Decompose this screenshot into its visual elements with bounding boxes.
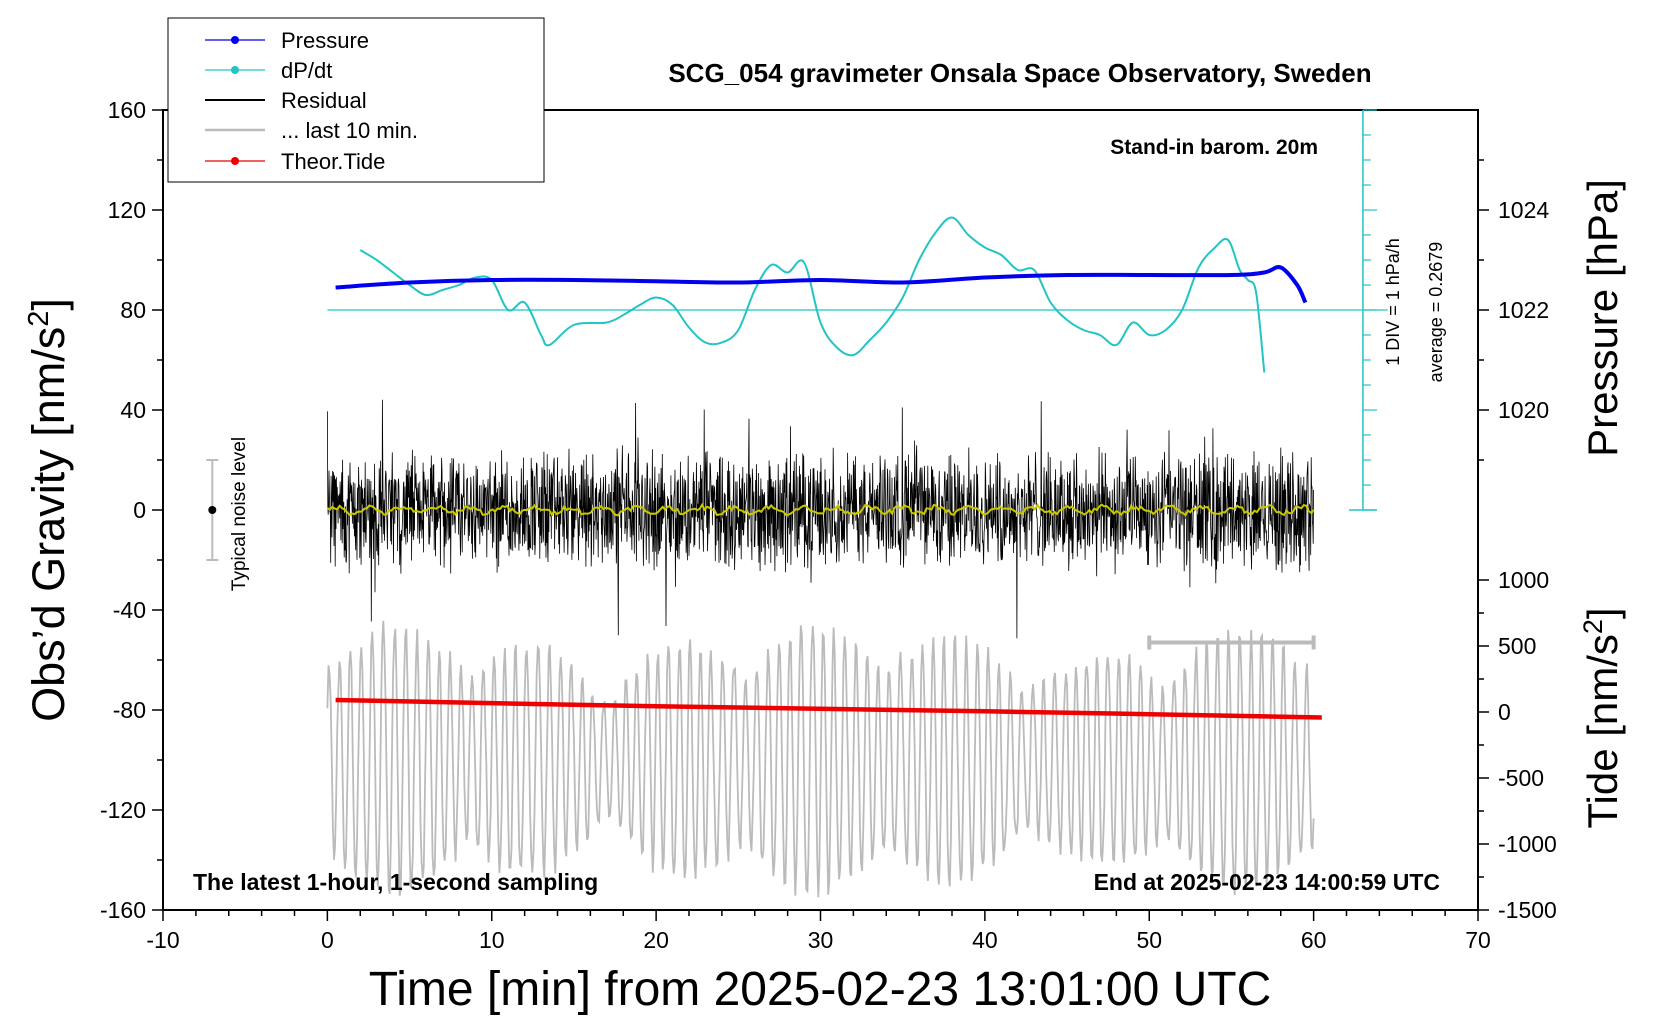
pressure-axis-label: Pressure [hPa] bbox=[1579, 179, 1626, 457]
residual-smoothed-line bbox=[326, 502, 1315, 517]
noise-level-indicator bbox=[206, 459, 219, 561]
dpdt-division-label: 1 DIV = 1 hPa/h bbox=[1383, 238, 1403, 366]
legend-tide-dot bbox=[231, 157, 239, 165]
pressure-axis-ticks: 1020 1022 1024 bbox=[1478, 159, 1549, 461]
x-tick-label: 40 bbox=[972, 927, 998, 953]
x-tick-label: 30 bbox=[808, 927, 834, 953]
pressure-tick-label: 1024 bbox=[1498, 197, 1549, 223]
residual-series-line bbox=[327, 399, 1314, 639]
y-tick-label: 80 bbox=[120, 297, 146, 323]
tide-tick-label: 1000 bbox=[1498, 567, 1549, 593]
x-tick-label: 20 bbox=[643, 927, 669, 953]
y-axis-ticks: -160 -120 -80 -40 0 40 80 120 160 bbox=[100, 97, 163, 923]
tide-axis-label-end: ] bbox=[1579, 607, 1626, 619]
noise-center-dot bbox=[208, 506, 217, 514]
x-tick-label: 60 bbox=[1301, 927, 1327, 953]
tide-tick-label: 0 bbox=[1498, 699, 1511, 725]
y-tick-label: 160 bbox=[108, 97, 146, 123]
tide-tick-label: -1500 bbox=[1498, 897, 1557, 923]
x-tick-label: -10 bbox=[146, 927, 179, 953]
y-tick-label: -80 bbox=[113, 697, 146, 723]
legend-residual-label: Residual bbox=[281, 88, 367, 113]
x-tick-label: 0 bbox=[321, 927, 334, 953]
tide-tick-label: 500 bbox=[1498, 633, 1536, 659]
x-tick-label: 70 bbox=[1465, 927, 1491, 953]
tide-tick-label: -1000 bbox=[1498, 831, 1557, 857]
y-tick-label: 40 bbox=[120, 397, 146, 423]
series-group bbox=[206, 216, 1322, 898]
y-tick-label: -160 bbox=[100, 897, 146, 923]
x-tick-label: 10 bbox=[479, 927, 505, 953]
legend-tide-label: Theor.Tide bbox=[281, 149, 385, 174]
x-tick-label: 50 bbox=[1136, 927, 1162, 953]
tide-axis-label: Tide [nm/s2] bbox=[1578, 607, 1626, 828]
sampling-note: The latest 1-hour, 1-second sampling bbox=[193, 869, 598, 895]
y-axis-label-left-end: ] bbox=[23, 298, 74, 311]
dpdt-scale bbox=[327, 109, 1388, 511]
y-tick-label: 0 bbox=[133, 497, 146, 523]
y-tick-label: -120 bbox=[100, 797, 146, 823]
legend-dpdt-label: dP/dt bbox=[281, 58, 332, 83]
legend-pressure-label: Pressure bbox=[281, 28, 369, 53]
legend-pressure-dot bbox=[231, 36, 239, 44]
tide-tick-label: -500 bbox=[1498, 765, 1544, 791]
end-time-note: End at 2025-02-23 14:00:59 UTC bbox=[1094, 869, 1440, 895]
last10-bracket bbox=[1147, 635, 1316, 650]
y-tick-label: -40 bbox=[113, 597, 146, 623]
tide-axis-label-main: Tide [nm/s bbox=[1579, 634, 1626, 829]
x-axis-label: Time [min] from 2025-02-23 13:01:00 UTC bbox=[369, 963, 1272, 1016]
legend-last10-label: ... last 10 min. bbox=[281, 118, 418, 143]
y-axis-label-left-sup: 2 bbox=[23, 311, 55, 327]
x-axis-ticks: -10 0 10 20 30 40 50 60 70 bbox=[146, 910, 1491, 953]
pressure-series-line bbox=[335, 265, 1308, 304]
noise-level-label: Typical noise level bbox=[229, 437, 250, 591]
dpdt-series-line bbox=[359, 216, 1266, 373]
pressure-tick-label: 1020 bbox=[1498, 397, 1549, 423]
chart-title: SCG_054 gravimeter Onsala Space Observat… bbox=[668, 58, 1371, 88]
last10-series-line bbox=[326, 620, 1315, 898]
legend-dpdt-dot bbox=[231, 66, 239, 74]
barometer-note: Stand-in barom. 20m bbox=[1110, 136, 1318, 159]
y-axis-label-left-main: Obs’d Gravity [nm/s bbox=[23, 327, 74, 722]
tide-axis-ticks: -1500 -1000 -500 0 500 1000 bbox=[1478, 567, 1557, 923]
tide-series-line bbox=[335, 697, 1322, 720]
y-tick-label: 120 bbox=[108, 197, 146, 223]
dpdt-average-label: average = 0.2679 bbox=[1426, 242, 1446, 383]
y-axis-label-left: Obs’d Gravity [nm/s2] bbox=[23, 298, 74, 722]
pressure-tick-label: 1022 bbox=[1498, 297, 1549, 323]
tide-axis-label-sup: 2 bbox=[1578, 619, 1608, 634]
legend: Pressure dP/dt Residual ... last 10 min.… bbox=[167, 17, 545, 183]
